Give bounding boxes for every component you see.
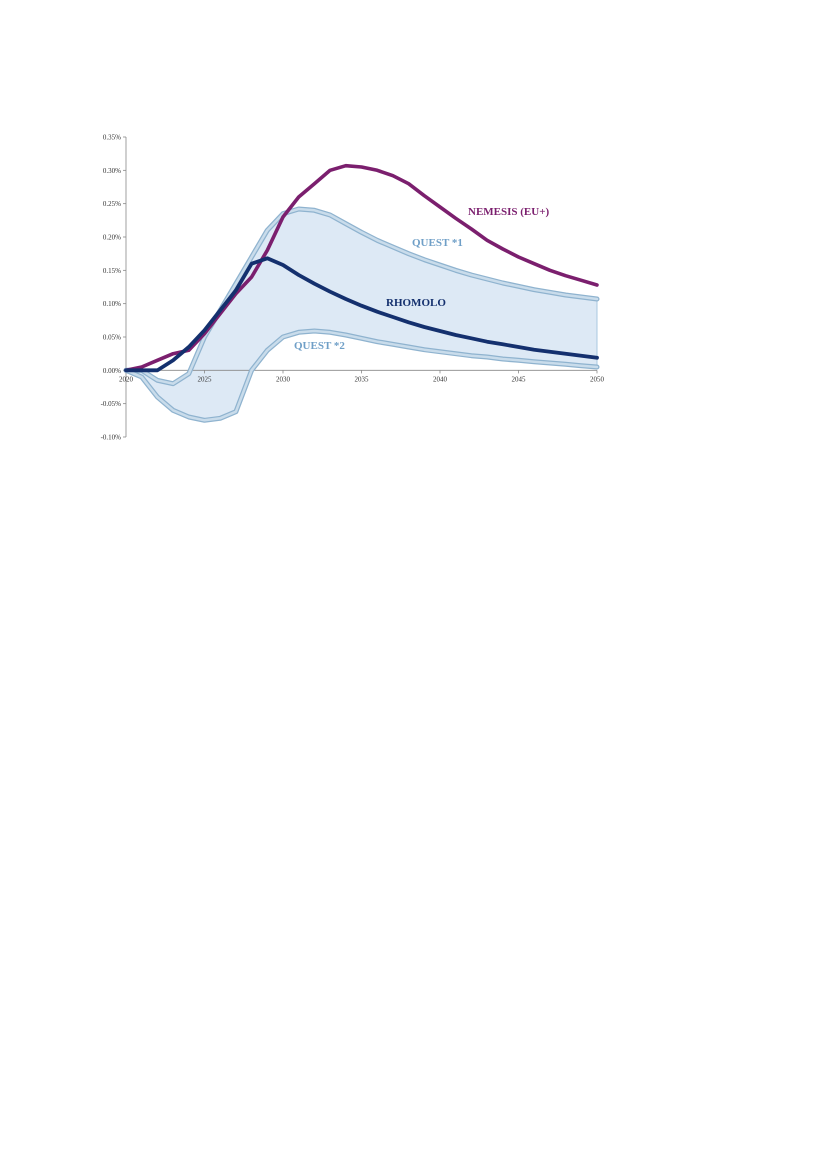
series-lines-layer	[123, 163, 600, 423]
nemesis-line	[124, 163, 599, 373]
y-tick-label: 0.30%	[103, 167, 121, 175]
x-tick-label: 2045	[512, 375, 527, 383]
quest-band-area	[126, 209, 597, 421]
quest-line-1	[124, 207, 599, 385]
y-tick-label: 0.05%	[103, 334, 121, 342]
x-tick-label: 2030	[276, 375, 291, 383]
x-tick-label: 2050	[590, 375, 605, 383]
quest-line-2	[124, 329, 599, 422]
nemesis-label: NEMESIS (EU+)	[468, 206, 549, 218]
rhomolo-line	[124, 256, 599, 373]
chart-container: 0.35% 0.30% 0.25% 0.20% 0.15% 0.10% 0.05% 0.00%…	[90, 125, 620, 455]
quest2-label: QUEST *2	[294, 340, 345, 352]
y-tick-label: -0.10%	[101, 434, 122, 442]
x-tick-label: 2025	[198, 375, 213, 383]
x-tick-label: 2040	[433, 375, 448, 383]
y-tick-label: 0.25%	[103, 200, 121, 208]
y-tick-label: 0.10%	[103, 300, 121, 308]
rhomolo-label: RHOMOLO	[386, 297, 446, 309]
x-tick-label: 2020	[119, 375, 134, 383]
y-tick-label: -0.05%	[101, 400, 122, 408]
quest-band-layer	[126, 209, 598, 421]
y-tick-label: 0.35%	[103, 134, 121, 142]
axes-layer: 0.35% 0.30% 0.25% 0.20% 0.15% 0.10% 0.05% 0.00%…	[101, 134, 605, 442]
y-tick-label: 0.20%	[103, 234, 121, 242]
series-labels-layer: NEMESIS (EU+) QUEST *1 RHOMOLO QUEST *2	[294, 206, 549, 352]
x-tick-label: 2035	[355, 375, 370, 383]
line-chart: 0.35% 0.30% 0.25% 0.20% 0.15% 0.10% 0.05% 0.00%…	[101, 134, 605, 442]
quest1-label: QUEST *1	[412, 237, 463, 249]
y-tick-label: 0.00%	[103, 367, 121, 375]
y-tick-label: 0.15%	[103, 267, 121, 275]
